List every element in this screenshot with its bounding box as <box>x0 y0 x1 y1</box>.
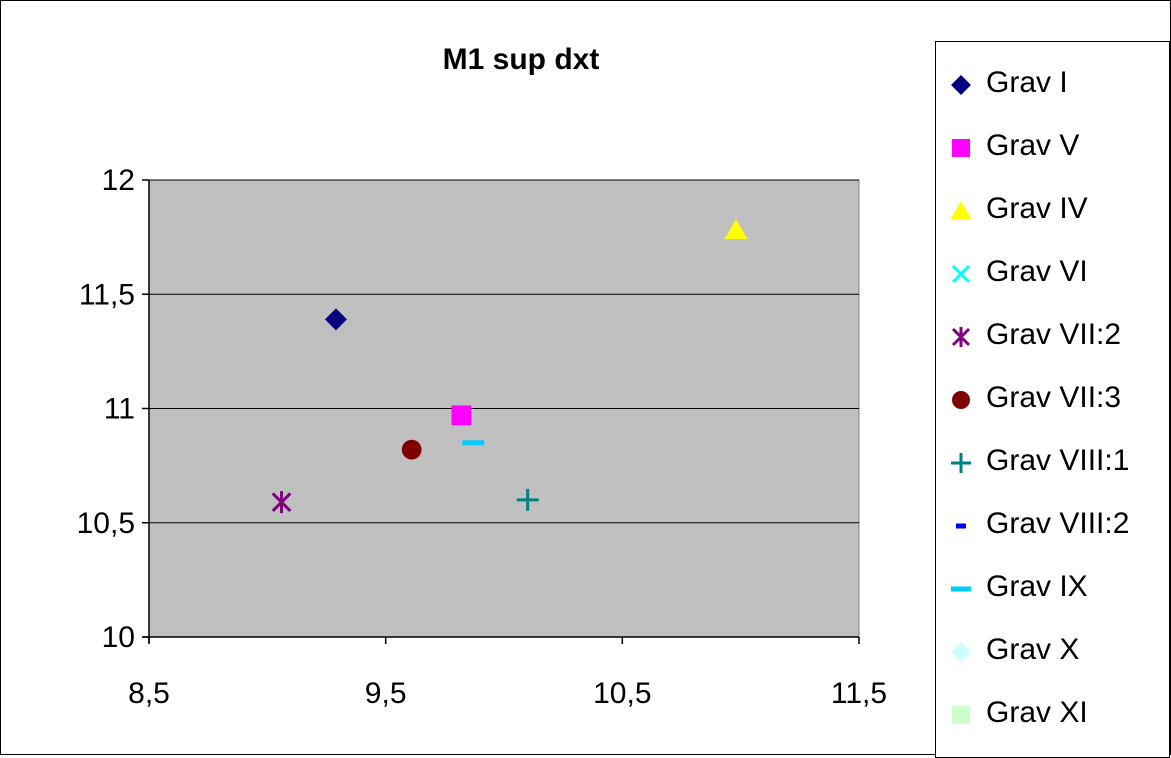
legend-marker-icon <box>951 642 971 662</box>
legend-label: Grav VII:3 <box>986 381 1122 414</box>
chart-svg: M1 sup dxt 10 10,5 11 11,5 12 8,5 9,5 10,5 11,5 <box>77 43 887 710</box>
legend-marker-icon <box>952 139 970 157</box>
legend-marker-icon <box>951 327 971 347</box>
legend-item: Grav IX <box>936 564 1169 624</box>
legend-label: Grav VIII:2 <box>986 507 1130 540</box>
legend-marker-icon <box>951 75 971 95</box>
legend-label: Grav VI <box>986 255 1088 288</box>
legend-label: Grav I <box>986 66 1068 99</box>
x-tick-label-3: 11,5 <box>831 677 887 710</box>
y-tick-label-0: 10 <box>102 621 135 654</box>
legend-marker-6 <box>951 453 971 473</box>
legend-marker-2 <box>950 201 972 219</box>
legend-marker-4-shape <box>951 327 971 347</box>
legend-marker-icon <box>951 586 971 592</box>
legend-marker-0 <box>951 75 971 95</box>
legend-marker-4 <box>951 327 971 347</box>
legend-marker-5-shape <box>952 391 970 409</box>
y-tick-label-1: 10,5 <box>77 507 135 540</box>
y-tick-label-4: 12 <box>102 164 135 197</box>
data-point-6-0 <box>516 488 539 511</box>
legend-marker-7 <box>956 523 966 529</box>
data-point-2-0 <box>724 219 748 240</box>
data-point-8-0-shape <box>462 440 485 446</box>
y-tick-label-3: 11,5 <box>79 278 135 311</box>
plot-area: 10 10,5 11 11,5 12 8,5 9,5 10,5 11,5 <box>77 164 887 710</box>
data-point-0-0-shape <box>324 308 347 331</box>
legend-marker-icon <box>952 706 970 724</box>
legend-marker-icon <box>950 201 972 219</box>
x-tick-label-2: 10,5 <box>593 677 651 710</box>
legend-label: Grav X <box>986 633 1080 666</box>
chart-title: M1 sup dxt <box>443 43 600 76</box>
data-point-0-0 <box>324 308 347 331</box>
legend-marker-icon <box>956 523 966 529</box>
data-point-1-0-shape <box>451 405 472 426</box>
x-tick-label-0: 8,5 <box>128 677 170 710</box>
data-point-5-0-shape <box>401 439 422 460</box>
legend-marker-9-shape <box>951 642 971 662</box>
data-point-2-0-shape <box>724 219 748 240</box>
legend-label: Grav VII:2 <box>986 318 1122 351</box>
legend-marker-10 <box>952 706 970 724</box>
legend-item: Grav VIII:1 <box>936 438 1169 498</box>
legend-item: Grav I <box>936 60 1169 120</box>
legend-item: Grav V <box>936 123 1169 183</box>
legend-marker-1 <box>952 139 970 157</box>
legend-marker-icon <box>952 391 970 409</box>
data-point-8-0 <box>462 440 485 446</box>
legend-marker-0-shape <box>951 75 971 95</box>
legend-label: Grav V <box>986 129 1080 162</box>
legend-marker-icon <box>951 453 971 473</box>
legend-marker-7-shape <box>956 523 966 529</box>
data-point-4-0 <box>271 491 292 514</box>
y-tick-label-2: 11 <box>104 393 135 426</box>
legend-item: Grav IV <box>936 186 1169 246</box>
legend-item: Grav X <box>936 627 1169 687</box>
legend-marker-1-shape <box>952 139 970 157</box>
legend-label: Grav XI <box>986 696 1088 729</box>
legend-marker-6-shape <box>951 453 971 473</box>
legend-item: Grav XI <box>936 690 1169 750</box>
data-point-5-0 <box>401 439 422 460</box>
data-point-4-0-shape <box>271 491 292 514</box>
legend-marker-icon <box>951 264 971 284</box>
legend-label: Grav VIII:1 <box>986 444 1130 477</box>
legend: Grav I Grav V Grav IV Grav VI Grav VII:2 Grav… <box>935 41 1170 758</box>
x-tick-label-1: 9,5 <box>365 677 407 710</box>
legend-marker-3-shape <box>951 264 971 284</box>
legend-marker-5 <box>952 391 970 409</box>
data-point-1-0 <box>451 405 472 426</box>
legend-marker-9 <box>951 642 971 662</box>
legend-marker-3 <box>951 264 971 284</box>
legend-label: Grav IV <box>986 192 1088 225</box>
legend-item: Grav VII:3 <box>936 375 1169 435</box>
legend-marker-8-shape <box>951 586 971 592</box>
legend-item: Grav VI <box>936 249 1169 309</box>
legend-item: Grav VIII:2 <box>936 501 1169 561</box>
data-point-6-0-shape <box>516 488 539 511</box>
legend-marker-2-shape <box>950 201 972 219</box>
legend-marker-8 <box>951 586 971 592</box>
legend-item: Grav VII:2 <box>936 312 1169 372</box>
legend-label: Grav IX <box>986 570 1088 603</box>
legend-marker-10-shape <box>952 706 970 724</box>
